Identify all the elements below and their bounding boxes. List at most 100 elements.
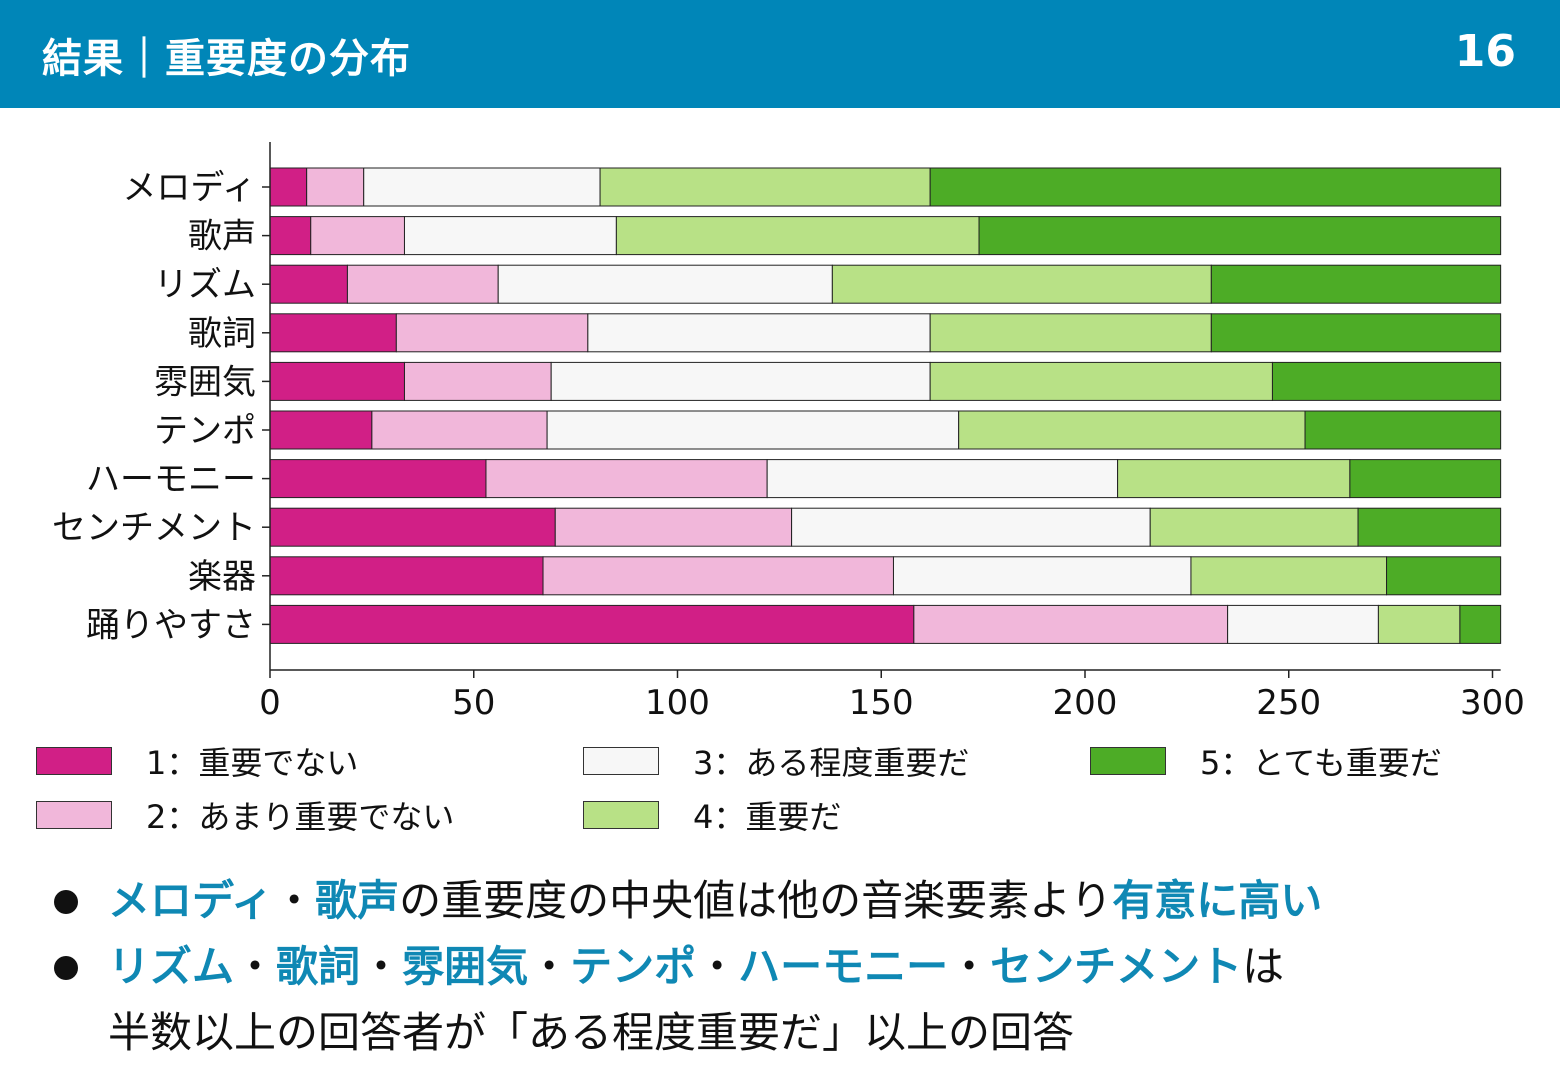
y-tick-label: 歌声 bbox=[188, 217, 256, 257]
page-number: 16 bbox=[1454, 26, 1516, 77]
bullet-item: リズム・歌詞・雰囲気・テンポ・ハーモニー・センチメントは 半数以上の回答者が「ある… bbox=[50, 934, 1530, 1066]
bullet-dot-icon bbox=[54, 956, 78, 980]
highlighted-text: 歌詞 bbox=[276, 942, 361, 991]
bar-segment bbox=[269, 361, 405, 401]
bullet-text: ・ bbox=[948, 942, 991, 991]
bar-segment bbox=[615, 216, 980, 256]
bar-segment bbox=[269, 604, 915, 644]
bullet-text: ・ bbox=[273, 876, 316, 925]
bar-segment bbox=[929, 167, 1502, 207]
highlighted-text: 雰囲気 bbox=[402, 942, 529, 991]
y-tick-label: ハーモニー bbox=[86, 460, 256, 500]
bar-segment bbox=[766, 459, 1119, 499]
bar-segment bbox=[958, 410, 1306, 450]
bar-segment bbox=[1210, 313, 1502, 353]
legend-item: 5：とても重要だ bbox=[1090, 738, 1442, 784]
bar-segment bbox=[403, 361, 552, 401]
x-tick-label: 100 bbox=[645, 683, 710, 720]
bar-segment bbox=[1459, 604, 1502, 644]
bar-segment bbox=[929, 313, 1212, 353]
bullet-text: ・ bbox=[234, 942, 277, 991]
bar-segment bbox=[1190, 556, 1388, 596]
bullet-text: は bbox=[1242, 942, 1285, 991]
bar-segment bbox=[269, 216, 312, 256]
bar-segment bbox=[1210, 264, 1502, 304]
legend-swatch bbox=[1090, 747, 1166, 775]
y-tick-label: メロディ bbox=[122, 168, 256, 208]
slide-header: 結果｜重要度の分布 16 bbox=[0, 0, 1560, 108]
y-tick-label: 歌詞 bbox=[188, 314, 256, 354]
x-tick-label: 200 bbox=[1053, 683, 1118, 720]
x-tick-label: 250 bbox=[1256, 683, 1321, 720]
bar-segment bbox=[269, 410, 373, 450]
highlighted-text: 歌声 bbox=[315, 876, 400, 925]
bar-segment bbox=[1227, 604, 1379, 644]
bar-segment bbox=[269, 264, 348, 304]
bar-segment bbox=[554, 507, 793, 547]
highlighted-text: ハーモニー bbox=[738, 942, 949, 991]
bar-segment bbox=[550, 361, 931, 401]
legend-swatch bbox=[583, 801, 659, 829]
bar-segment bbox=[1349, 459, 1502, 499]
bar-segment bbox=[1386, 556, 1502, 596]
bar-segment bbox=[542, 556, 894, 596]
highlighted-text: センチメント bbox=[990, 942, 1243, 991]
legend-label: 1：重要でない bbox=[146, 744, 359, 782]
bar-segment bbox=[269, 507, 556, 547]
bar-segment bbox=[269, 556, 544, 596]
legend-item: 1：重要でない bbox=[36, 738, 358, 784]
legend-label: 5：とても重要だ bbox=[1200, 744, 1442, 782]
bar-segment bbox=[929, 361, 1273, 401]
bullet-list: メロディ・歌声の重要度の中央値は他の音楽要素より有意に高い リズム・歌詞・雰囲気・… bbox=[50, 868, 1530, 1066]
bullet-text: の重要度の中央値は他の音楽要素より bbox=[399, 876, 1113, 925]
legend-label: 2：あまり重要でない bbox=[146, 798, 455, 836]
bar-segment bbox=[1271, 361, 1502, 401]
bar-segment bbox=[1149, 507, 1359, 547]
legend-label: 4：重要だ bbox=[693, 798, 842, 836]
bar-segment bbox=[403, 216, 617, 256]
legend-swatch bbox=[36, 801, 112, 829]
legend-swatch bbox=[36, 747, 112, 775]
highlighted-text: メロディ bbox=[108, 876, 274, 925]
y-tick-label: テンポ bbox=[154, 411, 256, 451]
bar-segment bbox=[892, 556, 1192, 596]
bar-segment bbox=[913, 604, 1229, 644]
bar-segment bbox=[1357, 507, 1502, 547]
bullet-text: ・ bbox=[528, 942, 571, 991]
bar-segment bbox=[269, 313, 397, 353]
bullet-text: ・ bbox=[696, 942, 739, 991]
bar-segment bbox=[1304, 410, 1502, 450]
legend-item: 3：ある程度重要だ bbox=[583, 738, 969, 784]
x-tick-label: 0 bbox=[259, 683, 281, 720]
bar-segment bbox=[306, 167, 365, 207]
bar-segment bbox=[831, 264, 1212, 304]
bar-segment bbox=[346, 264, 499, 304]
bar-segment bbox=[497, 264, 833, 304]
x-tick-label: 50 bbox=[452, 683, 495, 720]
x-tick-label: 300 bbox=[1460, 683, 1525, 720]
bar-segment bbox=[485, 459, 768, 499]
bar-segment bbox=[791, 507, 1151, 547]
y-tick-label: 踊りやすさ bbox=[86, 605, 256, 645]
bullet-text: 半数以上の回答者が「ある程度重要だ」以上の回答 bbox=[108, 1008, 1075, 1057]
bullet-item: メロディ・歌声の重要度の中央値は他の音楽要素より有意に高い bbox=[50, 868, 1530, 934]
bar-segment bbox=[310, 216, 405, 256]
legend-label: 3：ある程度重要だ bbox=[693, 744, 970, 782]
slide-title: 結果｜重要度の分布 bbox=[42, 36, 411, 82]
x-tick-label: 150 bbox=[849, 683, 914, 720]
bar-segment bbox=[269, 167, 308, 207]
bar-segment bbox=[599, 167, 931, 207]
legend-item: 4：重要だ bbox=[583, 792, 841, 838]
bar-segment bbox=[978, 216, 1502, 256]
bar-segment bbox=[587, 313, 931, 353]
bar-segment bbox=[546, 410, 960, 450]
highlighted-text: 有意に高い bbox=[1112, 876, 1323, 925]
bullet-text: ・ bbox=[360, 942, 403, 991]
y-tick-label: センチメント bbox=[52, 508, 256, 548]
highlighted-text: リズム bbox=[108, 942, 235, 991]
bar-segment bbox=[1117, 459, 1351, 499]
legend-item: 2：あまり重要でない bbox=[36, 792, 454, 838]
legend-swatch bbox=[583, 747, 659, 775]
bar-segment bbox=[371, 410, 548, 450]
